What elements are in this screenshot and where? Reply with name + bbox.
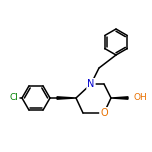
Polygon shape (111, 97, 128, 99)
Polygon shape (57, 97, 76, 99)
Text: OH: OH (133, 93, 147, 102)
Text: O: O (100, 108, 108, 118)
Text: Cl: Cl (9, 93, 18, 102)
Text: N: N (87, 79, 95, 89)
